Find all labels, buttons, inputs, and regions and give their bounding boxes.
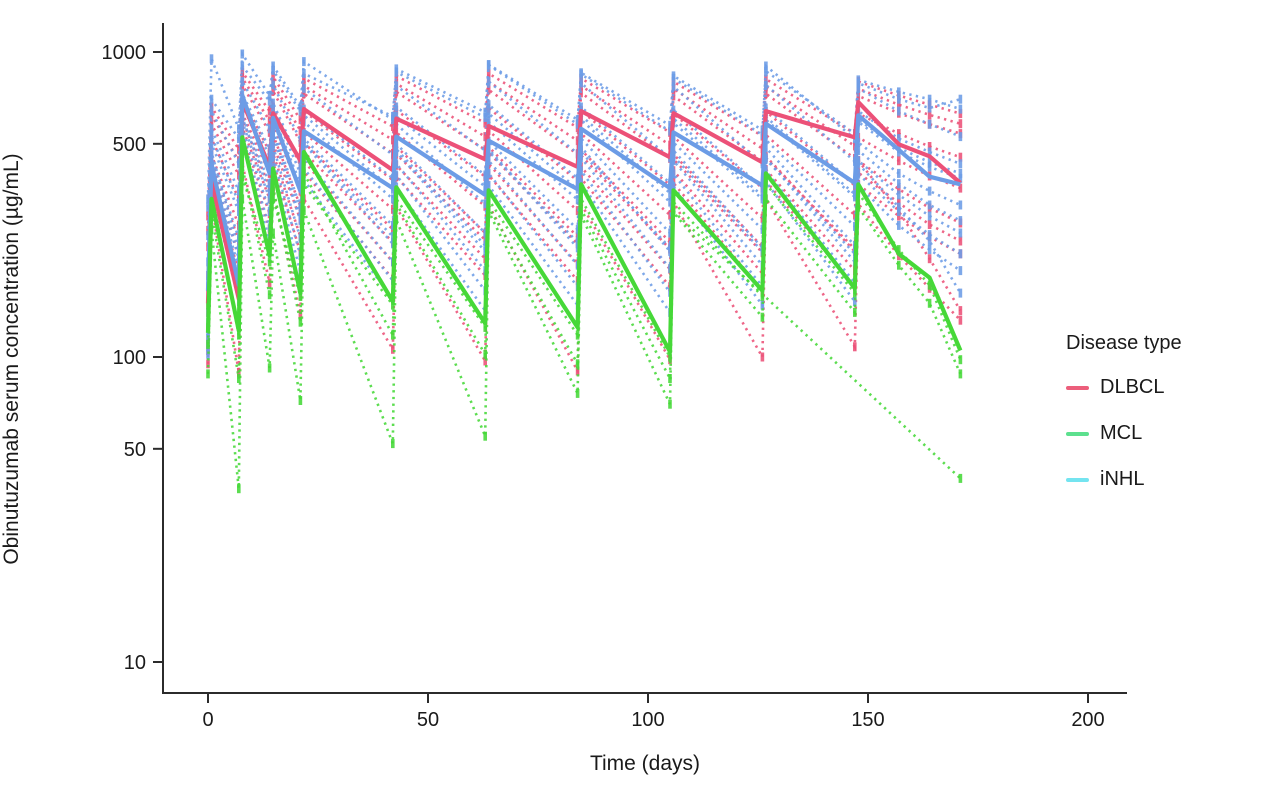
legend-item-mcl: MCL (1066, 422, 1182, 444)
legend: Disease type DLBCL MCL iNHL (1066, 332, 1182, 515)
x-tick-label: 100 (631, 709, 664, 731)
mean-lines (205, 93, 963, 354)
y-tick-label: 50 (124, 439, 146, 461)
y-tick-label: 10 (124, 652, 146, 674)
individual-line-inhl (206, 117, 963, 343)
individual-line-dlbcl (206, 67, 963, 221)
individual-line-mcl (206, 194, 963, 494)
x-tick-label: 200 (1071, 709, 1104, 731)
mean-line-inhl (205, 93, 961, 291)
individual-line-inhl (206, 131, 963, 352)
x-axis-title: Time (days) (589, 752, 701, 775)
legend-label-dlbcl: DLBCL (1100, 376, 1165, 398)
individual-line-mcl (206, 162, 963, 383)
mean-line-mcl (205, 135, 963, 354)
legend-item-inhl: iNHL (1066, 468, 1182, 490)
y-axis-title: Obinutuzumab serum concentration (µg/mL) (0, 153, 23, 565)
individual-line-dlbcl (206, 80, 963, 252)
x-tick-label: 0 (202, 709, 213, 731)
x-tick-label: 50 (417, 709, 439, 731)
legend-title: Disease type (1066, 332, 1182, 354)
legend-label-mcl: MCL (1100, 422, 1143, 444)
legend-swatch-inhl-icon (1066, 477, 1089, 482)
y-tick-label: 1000 (102, 42, 147, 64)
legend-swatch-mcl-icon (1066, 431, 1089, 436)
x-tick-label: 150 (851, 709, 884, 731)
individual-patient-lines (206, 49, 963, 494)
legend-item-dlbcl: DLBCL (1066, 376, 1182, 398)
y-tick-label: 100 (113, 347, 146, 369)
legend-label-inhl: iNHL (1100, 468, 1145, 490)
individual-line-mcl (206, 172, 963, 365)
legend-swatch-dlbcl-icon (1066, 385, 1089, 390)
y-tick-label: 500 (113, 134, 146, 156)
